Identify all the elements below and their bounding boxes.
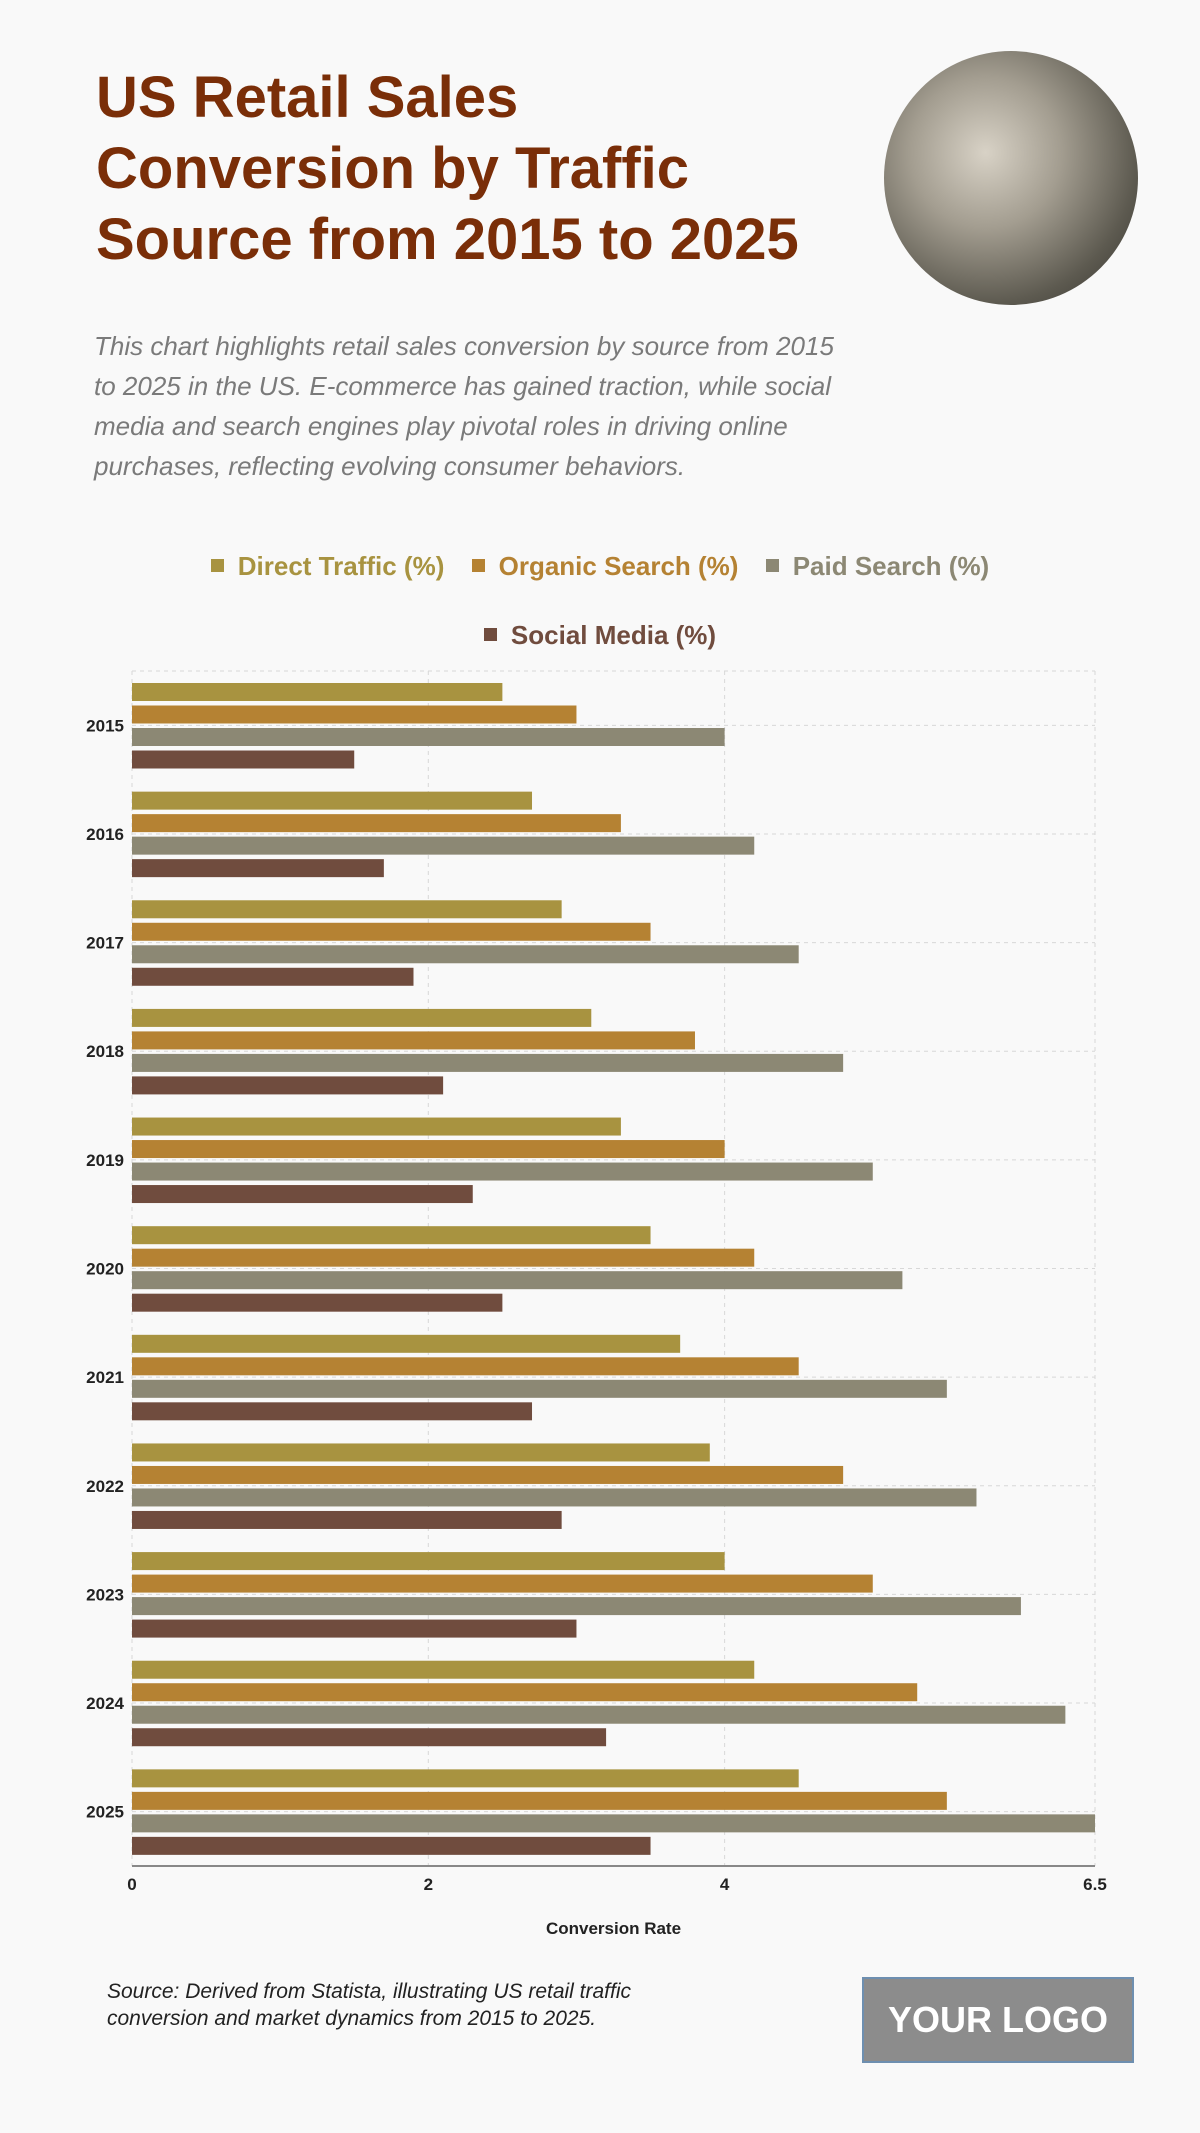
- bar-organic-search-2022: [132, 1465, 844, 1484]
- bar-paid-search-2015: [132, 728, 725, 746]
- y-tick-label: 2018: [86, 1042, 124, 1061]
- bar-social-media-2015: [132, 750, 355, 769]
- x-axis-title: Conversion Rate: [546, 1919, 681, 1938]
- title-line: Conversion by Traffic: [96, 136, 690, 201]
- legend-item-organic-search: Organic Search (%): [471, 551, 739, 581]
- y-tick-label: 2016: [86, 825, 124, 844]
- bar-social-media-2021: [132, 1402, 533, 1421]
- bar-direct-traffic-2025: [132, 1769, 799, 1788]
- bar-organic-search-2017: [132, 922, 651, 941]
- bar-direct-traffic-2016: [132, 791, 533, 810]
- bar-paid-search-2021: [132, 1379, 947, 1398]
- title-line: Source from 2015 to 2025: [96, 207, 799, 272]
- y-tick-label: 2015: [86, 716, 124, 735]
- bar-organic-search-2021: [132, 1357, 799, 1376]
- bar-social-media-2023: [132, 1619, 577, 1638]
- y-tick-label: 2023: [86, 1585, 124, 1604]
- legend-item-social-media: Social Media (%): [483, 620, 717, 650]
- legend-swatch: [471, 558, 485, 572]
- legend-label: Social Media (%): [510, 620, 717, 650]
- bar-direct-traffic-2021: [132, 1334, 681, 1353]
- bar-paid-search-2017: [132, 945, 799, 964]
- legend-swatch: [483, 627, 497, 641]
- bar-organic-search-2025: [132, 1791, 947, 1810]
- x-tick-label: 6.5: [1083, 1875, 1107, 1894]
- bar-social-media-2022: [132, 1510, 562, 1529]
- y-tick-label: 2019: [86, 1151, 124, 1170]
- bar-organic-search-2024: [132, 1683, 918, 1702]
- bar-paid-search-2023: [132, 1597, 1021, 1616]
- bar-direct-traffic-2018: [132, 1008, 592, 1027]
- y-tick-label: 2025: [86, 1803, 124, 1822]
- bar-social-media-2019: [132, 1185, 473, 1204]
- bar-direct-traffic-2020: [132, 1226, 651, 1245]
- bar-social-media-2020: [132, 1293, 503, 1312]
- y-tick-label: 2020: [86, 1260, 124, 1279]
- bar-direct-traffic-2022: [132, 1443, 710, 1462]
- legend-label: Organic Search (%): [498, 551, 739, 581]
- bar-organic-search-2023: [132, 1574, 873, 1593]
- bar-social-media-2017: [132, 967, 414, 986]
- x-tick-label: 2: [424, 1875, 433, 1894]
- y-tick-label: 2017: [86, 934, 124, 953]
- bar-social-media-2024: [132, 1728, 607, 1747]
- legend-label: Paid Search (%): [792, 551, 990, 581]
- bar-direct-traffic-2017: [132, 900, 562, 919]
- bar-organic-search-2019: [132, 1140, 725, 1159]
- legend-swatch: [765, 558, 779, 572]
- bar-paid-search-2024: [132, 1705, 1066, 1724]
- page-title: US Retail Sales Conversion by Traffic So…: [96, 62, 896, 275]
- bar-paid-search-2018: [132, 1053, 844, 1072]
- bar-direct-traffic-2019: [132, 1117, 621, 1136]
- bar-direct-traffic-2015: [132, 683, 503, 701]
- bar-social-media-2025: [132, 1836, 651, 1855]
- x-tick-label: 0: [127, 1875, 136, 1894]
- mall-escalator-photo: [884, 51, 1138, 305]
- description: This chart highlights retail sales conve…: [94, 331, 834, 481]
- x-tick-label: 4: [720, 1875, 730, 1894]
- bar-paid-search-2019: [132, 1162, 873, 1181]
- bar-organic-search-2020: [132, 1248, 755, 1267]
- source-note: Source: Derived from Statista, illustrat…: [107, 1980, 632, 2030]
- bar-paid-search-2016: [132, 836, 755, 855]
- bar-paid-search-2025: [132, 1814, 1095, 1833]
- legend-item-direct-traffic: Direct Traffic (%): [210, 551, 445, 581]
- bar-organic-search-2018: [132, 1031, 695, 1050]
- legend: Direct Traffic (%) Organic Search (%) Pa…: [0, 551, 1200, 582]
- bar-direct-traffic-2024: [132, 1660, 755, 1679]
- legend-row-2: Social Media (%): [0, 620, 1200, 651]
- bar-paid-search-2022: [132, 1488, 977, 1507]
- legend-item-paid-search: Paid Search (%): [765, 551, 990, 581]
- bar-paid-search-2020: [132, 1271, 903, 1290]
- title-line: US Retail Sales: [96, 65, 519, 130]
- bar-organic-search-2016: [132, 814, 621, 833]
- y-tick-label: 2021: [86, 1368, 124, 1387]
- bar-organic-search-2015: [132, 705, 577, 724]
- bar-social-media-2016: [132, 859, 384, 878]
- bar-direct-traffic-2023: [132, 1552, 725, 1571]
- y-tick-label: 2022: [86, 1477, 124, 1496]
- y-tick-label: 2024: [86, 1694, 124, 1713]
- legend-label: Direct Traffic (%): [237, 551, 445, 581]
- logo-placeholder: YOUR LOGO: [862, 1977, 1134, 2063]
- legend-swatch: [210, 558, 224, 572]
- bar-social-media-2018: [132, 1076, 444, 1095]
